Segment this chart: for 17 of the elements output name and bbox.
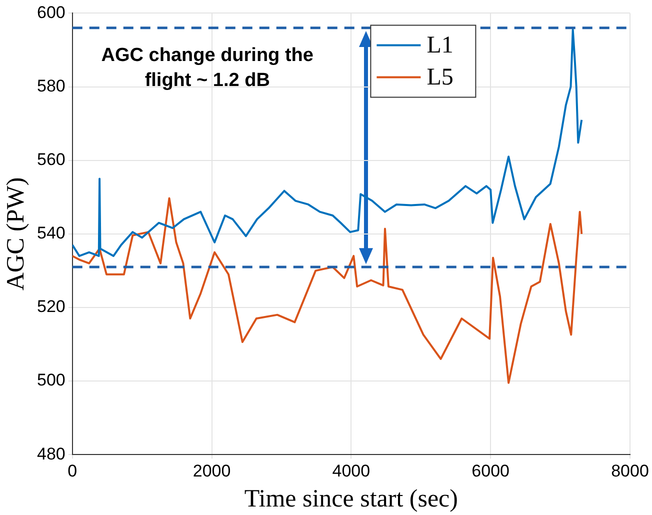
x-tick-label: 6000: [472, 461, 510, 480]
x-tick-label: 4000: [332, 461, 370, 480]
x-axis-title: Time since start (sec): [244, 486, 458, 513]
y-tick-label: 560: [36, 150, 66, 170]
legend-label: L5: [426, 64, 454, 90]
y-tick-label: 520: [36, 297, 66, 316]
y-axis-title: AGC (PW): [2, 177, 30, 290]
y-tick-label: 500: [36, 370, 66, 390]
y-tick-label: 540: [36, 224, 66, 243]
x-tick-label: 2000: [192, 461, 231, 480]
y-tick-label: 600: [36, 2, 66, 22]
x-tick-label: 0: [68, 461, 78, 480]
legend-label: L1: [426, 32, 454, 58]
annotation: AGC change during the flight ~ 1.2 dB: [101, 45, 314, 92]
y-tick-label: 480: [36, 444, 66, 464]
x-tick-label: 8000: [611, 461, 649, 480]
y-tick-label: 580: [36, 76, 66, 96]
